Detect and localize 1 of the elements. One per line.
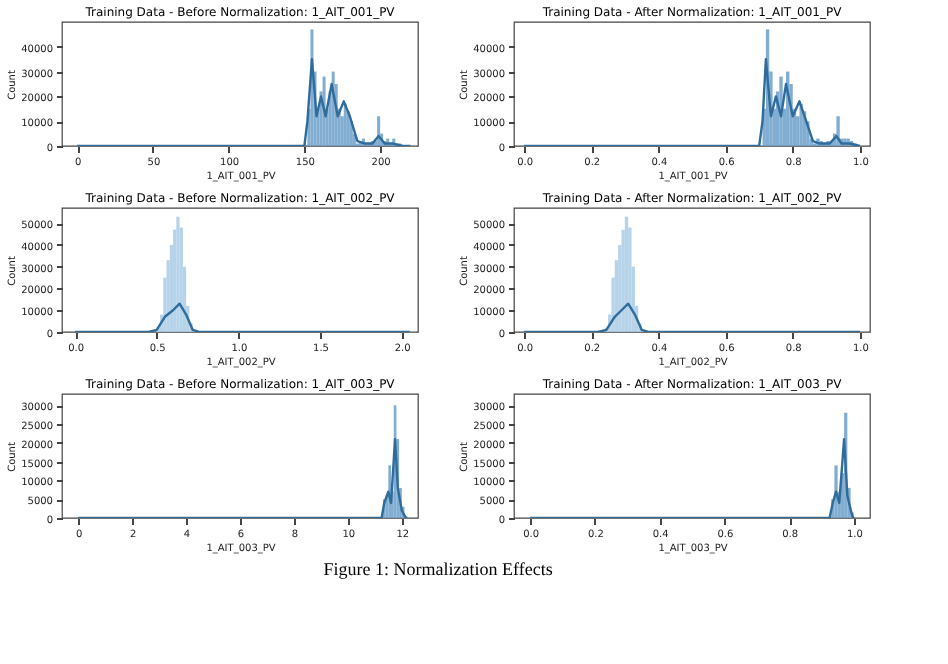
caption: Figure 1: Normalization Effects [323, 558, 554, 579]
